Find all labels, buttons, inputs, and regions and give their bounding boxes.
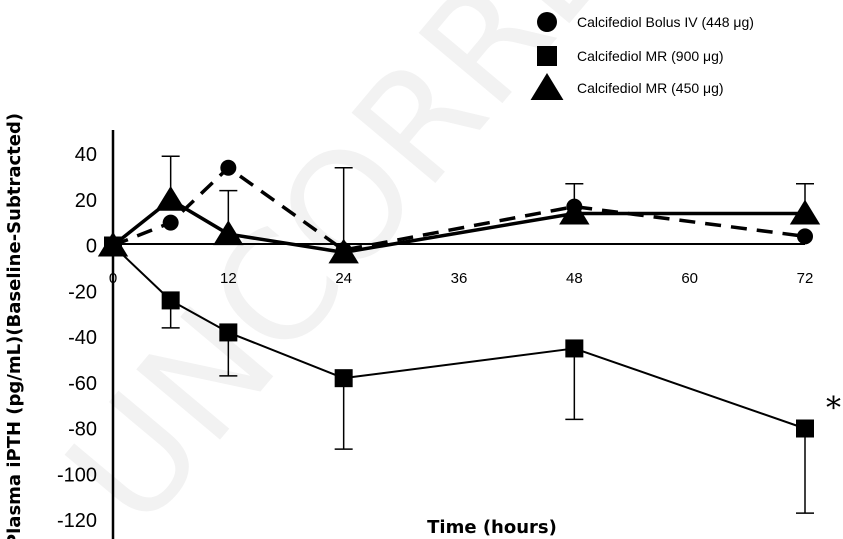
square-marker xyxy=(565,339,584,358)
y-tick-label: -40 xyxy=(68,327,97,349)
x-tick-label: 60 xyxy=(681,270,698,287)
y-tick-label: 0 xyxy=(86,236,97,258)
significance-asterisk: * xyxy=(826,391,841,426)
square-marker xyxy=(219,323,238,342)
y-tick-label: -80 xyxy=(68,419,97,441)
y-tick-label: -20 xyxy=(68,281,97,303)
circle-marker xyxy=(220,159,237,176)
y-tick-label: 20 xyxy=(75,190,97,212)
square-marker xyxy=(537,46,557,66)
square-marker xyxy=(334,369,353,388)
x-axis-title: Time (hours) xyxy=(427,517,557,538)
circle-marker xyxy=(797,228,813,245)
y-tick-label: -120 xyxy=(57,510,97,532)
x-tick-label: 48 xyxy=(566,270,583,287)
x-tick-label: 72 xyxy=(797,270,814,287)
triangle-marker xyxy=(789,199,821,225)
legend: Calcifediol Bolus IV (448 μg) Calcifediol… xyxy=(530,12,754,100)
circle-marker xyxy=(537,12,557,32)
y-tick-label: -60 xyxy=(68,373,97,395)
triangle-marker xyxy=(559,199,590,225)
series-line xyxy=(112,244,806,430)
x-tick-label: 36 xyxy=(451,270,468,287)
y-tick-labels: 40 20 0 -20 -40 -60 -80 -100 -120 xyxy=(57,144,97,532)
x-tick-label: 12 xyxy=(220,270,237,287)
y-axis-title: Plasma iPTH (pg/mL)(Baseline-Subtracted) xyxy=(4,113,25,539)
square-marker xyxy=(161,291,180,310)
series-line xyxy=(112,165,806,252)
y-tick-label: 40 xyxy=(75,144,97,166)
series-markers xyxy=(97,159,821,438)
triangle-marker xyxy=(155,185,186,211)
triangle-marker xyxy=(530,73,564,100)
square-marker xyxy=(796,419,814,438)
circle-marker xyxy=(162,214,179,231)
triangle-marker xyxy=(97,231,129,257)
legend-label: Calcifediol MR (900 μg) xyxy=(577,48,724,64)
triangle-marker xyxy=(328,238,359,264)
x-tick-labels: 0 12 24 36 48 60 72 xyxy=(109,270,814,287)
legend-label: Calcifediol Bolus IV (448 μg) xyxy=(577,14,754,30)
y-tick-label: -100 xyxy=(57,464,97,486)
x-tick-label: 0 xyxy=(109,270,117,287)
legend-label: Calcifediol MR (450 μg) xyxy=(577,80,724,96)
triangle-marker xyxy=(213,220,244,246)
x-tick-label: 24 xyxy=(335,270,352,287)
